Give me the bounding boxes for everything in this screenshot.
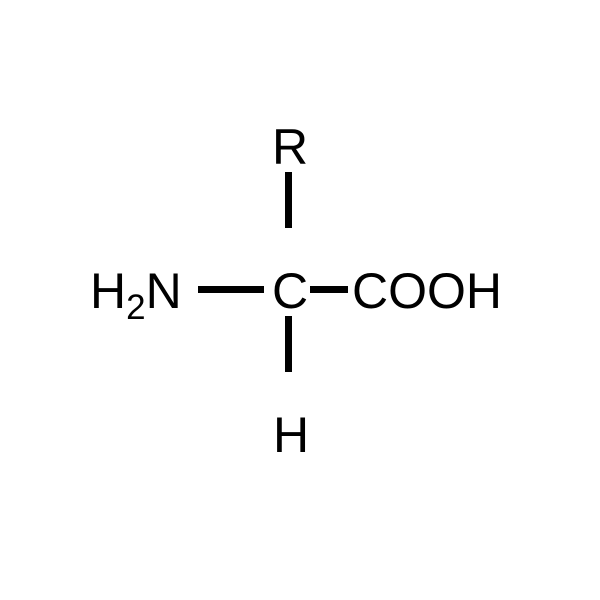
amino-acid-diagram: R C H H2N COOH <box>0 0 600 600</box>
amino-sub: 2 <box>126 288 145 327</box>
c-text: C <box>272 263 308 319</box>
bond-right <box>310 286 348 293</box>
amino-h: H <box>90 263 126 319</box>
bond-left <box>198 286 264 293</box>
bond-top <box>285 172 292 228</box>
carboxyl-group-label: COOH <box>352 266 502 316</box>
h-text: H <box>273 407 309 463</box>
center-carbon-label: C <box>272 266 308 316</box>
amino-group-label: H2N <box>90 266 182 316</box>
r-group-label: R <box>272 122 308 172</box>
r-text: R <box>272 119 308 175</box>
hydrogen-label: H <box>273 410 309 460</box>
bond-bottom <box>285 316 292 372</box>
cooh-text: COOH <box>352 263 502 319</box>
amino-n: N <box>146 263 182 319</box>
